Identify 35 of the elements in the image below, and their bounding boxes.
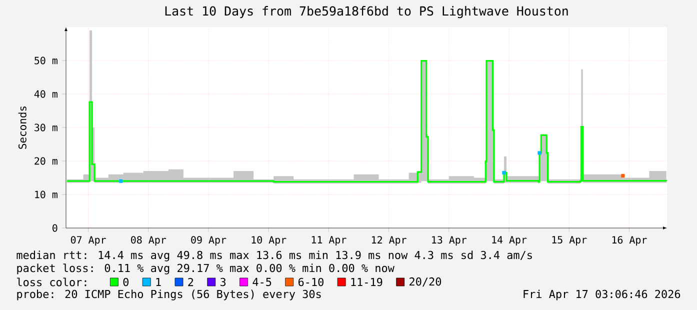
- point: [538, 151, 542, 155]
- point: [119, 179, 123, 183]
- legend-label: 3: [220, 278, 226, 286]
- text: probe: 20 ICMP Echo Pings (56 Bytes) every 30s: [17, 290, 321, 300]
- legend-label: 11-19: [351, 278, 382, 286]
- chart-title: Last 10 Days from 7be59a18f6bd to PS Lightwave Houston: [165, 6, 568, 18]
- legend-label: 20/20: [410, 277, 442, 287]
- legend-label: 4-5: [252, 278, 272, 286]
- text: median rtt: 14.4 ms avg 49.8 ms max 13.6 ms min 13.9 ms now 4.3 ms sd 3.4 am/s: [16, 250, 532, 262]
- x-tick-label: 15 Apr: [552, 236, 587, 246]
- x-tick-label: 12 Apr: [372, 236, 406, 246]
- x-tick-label: 11 Apr: [312, 236, 346, 246]
- legend-label: 0: [123, 278, 128, 286]
- text: packet loss: 0.11 % avg 29.17 % max 0.00 % min 0.00 % now: [17, 264, 394, 274]
- legend-label: 1: [156, 278, 161, 286]
- y-tick-label: 30 m: [34, 124, 58, 132]
- x-tick-label: 16 Apr: [612, 236, 647, 246]
- x-tick-label: 07 Apr: [70, 236, 106, 246]
- point: [621, 174, 625, 178]
- x-tick-label: 10 Apr: [252, 236, 286, 246]
- x-tick-label: 13 Apr: [432, 236, 467, 246]
- x-tick-label: 08 Apr: [131, 236, 166, 246]
- x-tick-label: 14 Apr: [492, 236, 527, 246]
- y-tick-label: 10 m: [35, 190, 58, 198]
- legend-title: loss color:: [17, 278, 86, 286]
- y-tick-label: 40 m: [34, 90, 58, 98]
- text: Fri Apr 17 03:06:46 2026: [524, 290, 680, 300]
- y-axis-title: Seconds: [18, 106, 26, 149]
- y-tick-label: 20 m: [34, 157, 58, 165]
- legend-label: 2: [188, 278, 194, 286]
- y-tick-label: 0: [52, 224, 58, 232]
- legend-label: 6-10: [298, 278, 324, 286]
- point: [502, 170, 506, 175]
- x-tick-label: 09 Apr: [191, 236, 226, 246]
- y-tick-label: 50 m: [34, 56, 58, 64]
